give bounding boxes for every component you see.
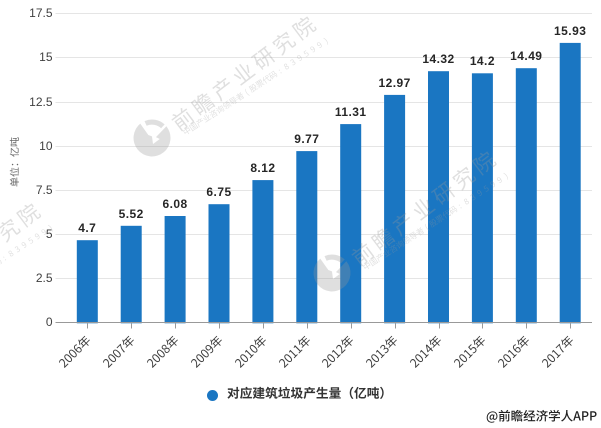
bar-value-label: 4.7: [78, 221, 97, 236]
x-axis-label: 2008年: [144, 333, 181, 370]
x-axis-label: 2009年: [188, 333, 225, 370]
bar[interactable]: [208, 204, 230, 324]
y-axis-tick-label: 12.5: [29, 94, 53, 109]
x-axis-label: 2013年: [364, 333, 401, 370]
bar-value-label: 14.32: [422, 52, 455, 67]
y-axis-tick-label: 15: [39, 50, 53, 65]
watermark-logo-icon: [313, 254, 351, 292]
x-axis-label: 2014年: [408, 333, 445, 370]
bar[interactable]: [428, 71, 449, 324]
x-axis-label: 2011年: [276, 333, 313, 370]
x-axis-label: 2010年: [232, 333, 269, 370]
y-axis-tick-label: 7.5: [35, 182, 53, 197]
y-axis-tick-label: 17.5: [29, 6, 53, 21]
watermark-unit: [313, 151, 509, 292]
y-axis-tick-label: 5: [45, 227, 53, 242]
y-axis-tick-label: 0: [45, 315, 53, 330]
watermark-unit: [133, 16, 329, 157]
legend-label-text: 对应建筑垃圾产生量（亿吨）: [207, 388, 208, 389]
bar-value-label: 12.97: [378, 75, 411, 90]
bar[interactable]: [120, 225, 142, 324]
credit-text: @前瞻经济学人APP: [486, 409, 598, 424]
bar-value-label: 14.49: [510, 49, 543, 64]
y-axis-title: 单位：亿吨: [9, 137, 21, 187]
legend-item[interactable]: 对应建筑垃圾产生量（亿吨）: [207, 386, 393, 406]
bar-value-label: 6.75: [206, 185, 232, 200]
bar-value-label: 6.08: [162, 196, 188, 211]
bar[interactable]: [252, 180, 274, 324]
bar-value-label: 11.31: [334, 105, 367, 120]
watermark-logo-icon: [133, 119, 171, 157]
watermark-tagline-text: 中国产业咨询领导者(股票代码:839599): [0, 0, 1, 1]
bar[interactable]: [76, 240, 98, 324]
x-axis-label: 2012年: [320, 333, 357, 370]
legend-label: [227, 386, 393, 406]
y-axis-tick-label: 2.5: [35, 271, 53, 286]
x-axis-label: 2007年: [100, 333, 137, 370]
bar[interactable]: [471, 73, 493, 324]
watermark-brand-text: 前瞻产业研究院: [0, 0, 1, 1]
bar[interactable]: [515, 68, 537, 324]
bar-value-label: 8.12: [250, 161, 276, 176]
bar[interactable]: [559, 42, 581, 324]
legend-marker-icon: [207, 390, 218, 401]
x-axis-label: 2016年: [495, 333, 532, 370]
bar-value-label: 14.2: [469, 54, 495, 69]
bar[interactable]: [340, 124, 362, 324]
x-axis-label: 2006年: [56, 333, 93, 370]
bar-value-label: 5.52: [118, 206, 144, 221]
bar[interactable]: [296, 151, 318, 324]
bar-value-label: 9.77: [294, 132, 320, 147]
bar[interactable]: [384, 94, 406, 324]
x-axis-label: 2017年: [539, 333, 576, 370]
bar[interactable]: [164, 216, 186, 324]
x-axis-label: 2015年: [452, 333, 489, 370]
y-axis-tick-label: 10: [39, 138, 53, 153]
bar-value-label: 15.93: [554, 23, 587, 38]
